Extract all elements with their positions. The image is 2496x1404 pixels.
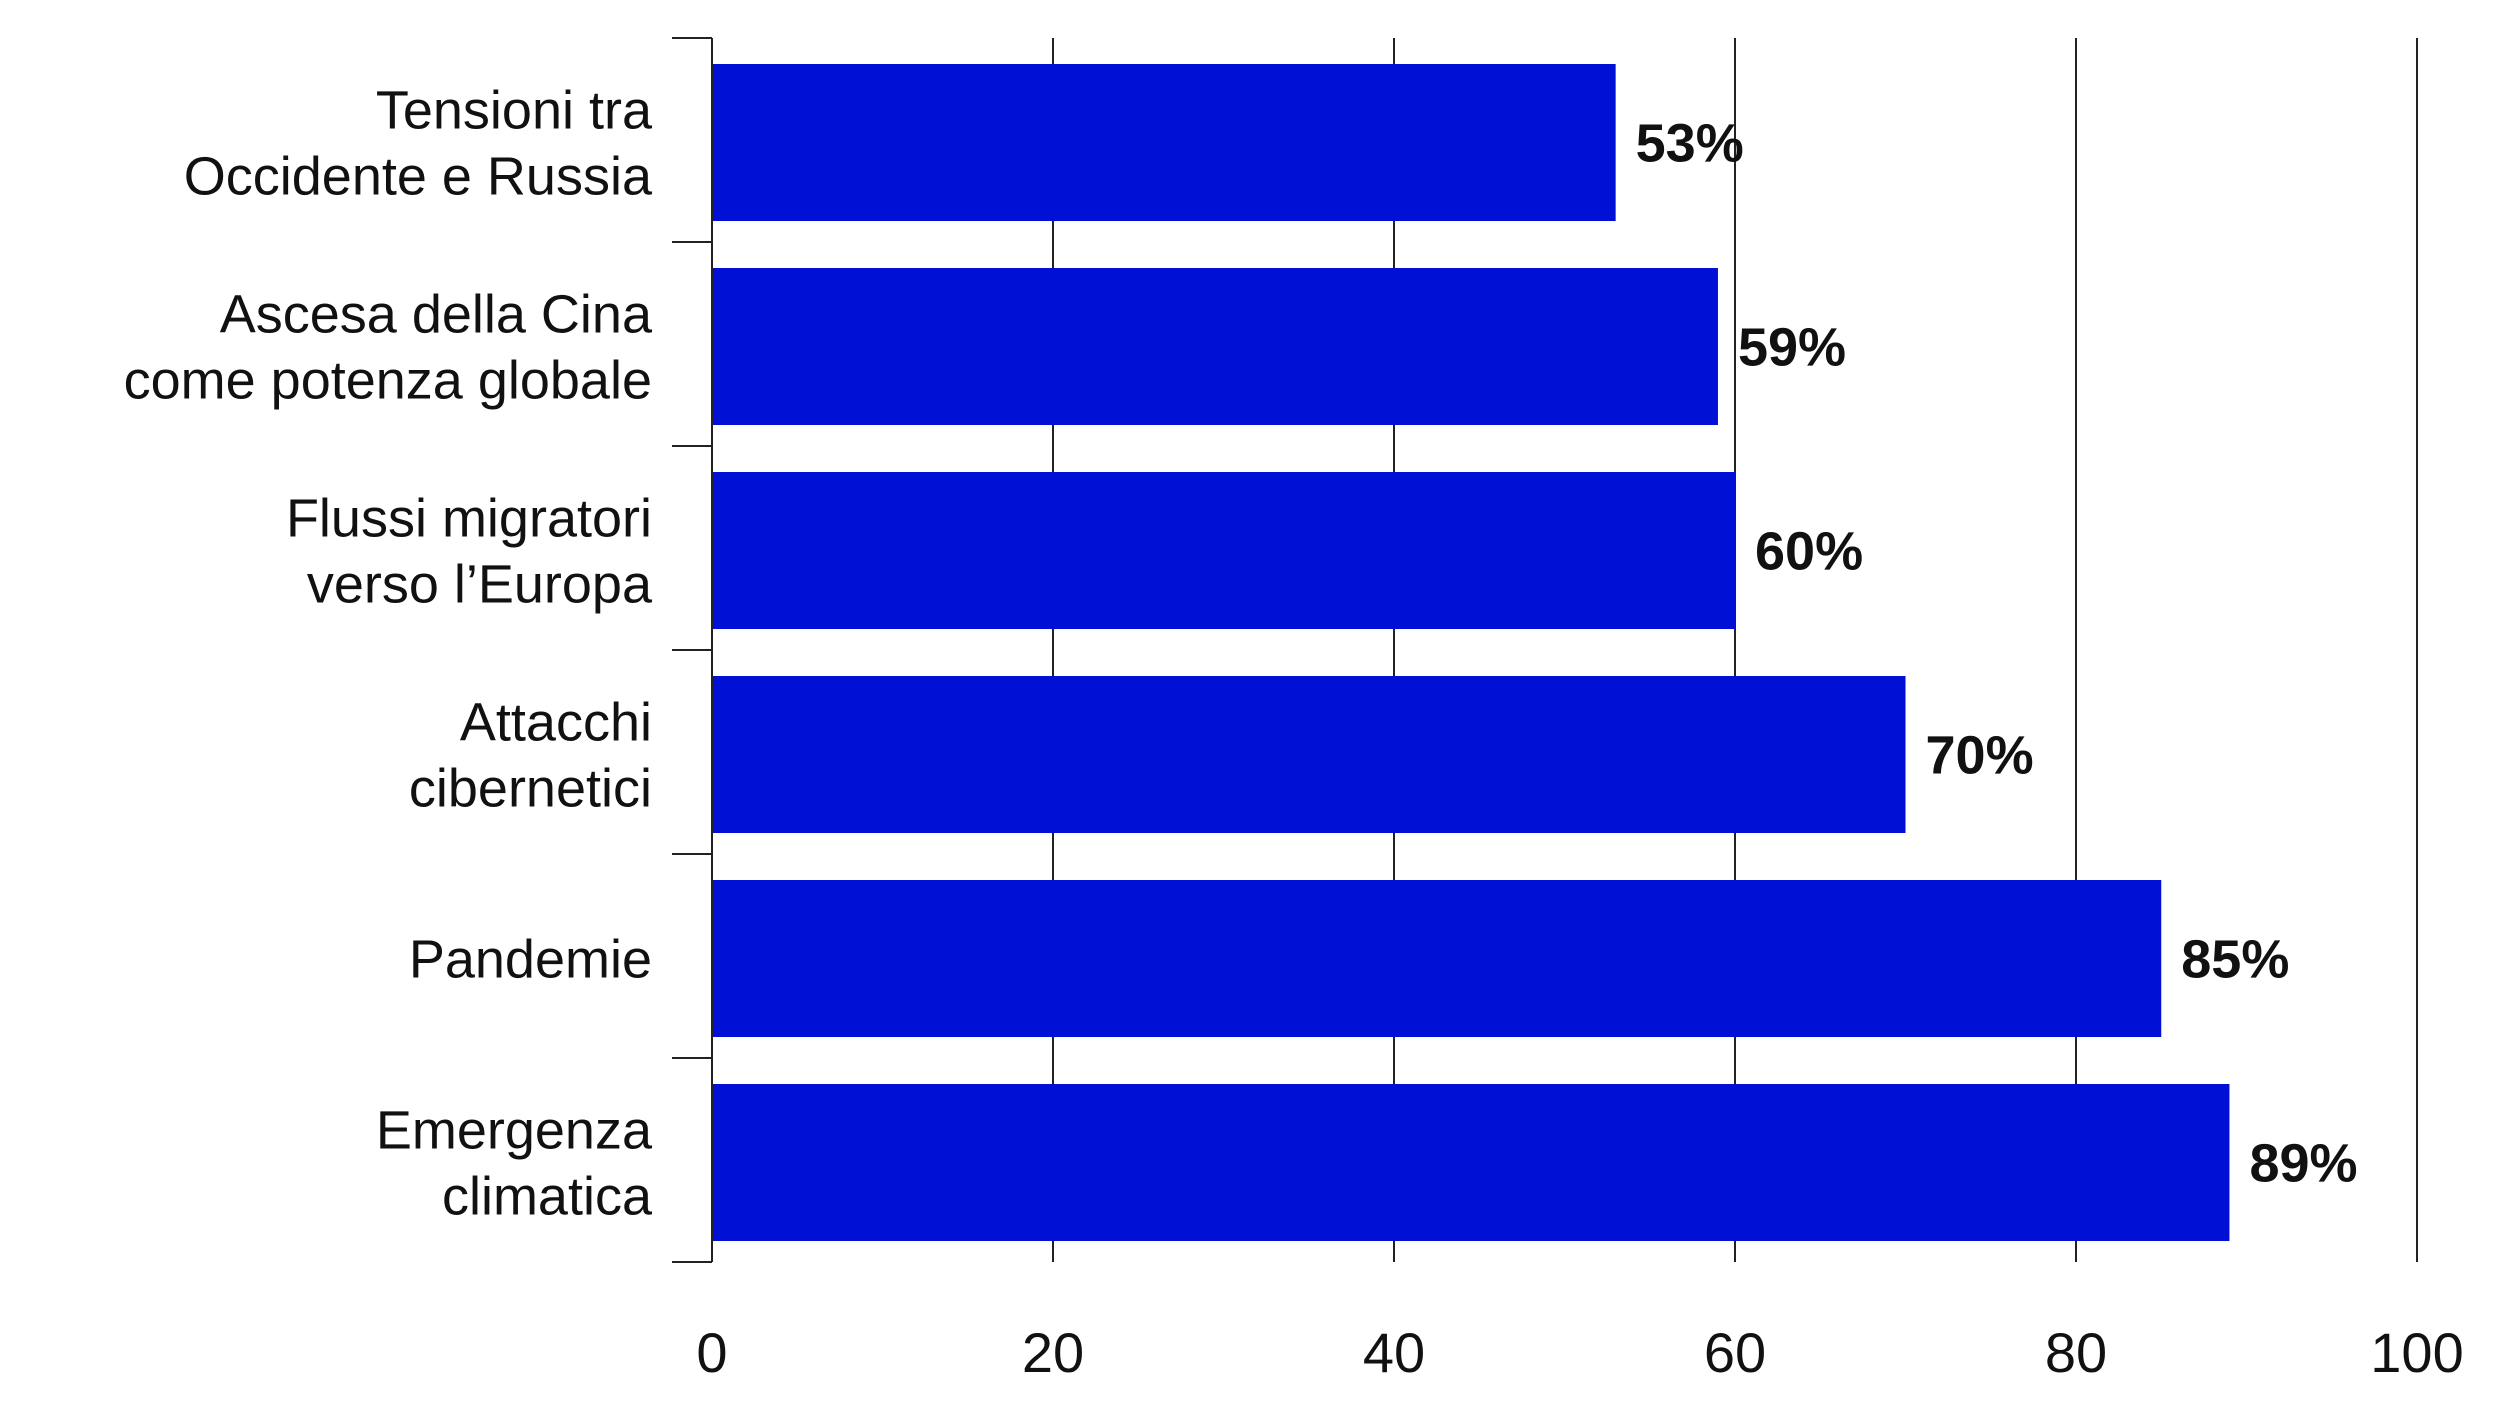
category-label-line: verso l’Europa bbox=[307, 555, 653, 615]
category-label: Ascesa della Cina come potenza globale bbox=[124, 285, 653, 411]
category-label-line: Attacchi bbox=[460, 693, 652, 753]
category-labels: Tensioni tra Occidente e Russia Ascesa del… bbox=[124, 81, 653, 1227]
category-label-line: climatica bbox=[442, 1167, 653, 1227]
value-label: 85% bbox=[2181, 930, 2289, 990]
category-label-line: Pandemie bbox=[409, 930, 652, 990]
x-tick-label-60: 60 bbox=[1704, 1321, 1766, 1384]
value-label: 53% bbox=[1636, 114, 1744, 174]
x-tick-label-100: 100 bbox=[2370, 1321, 2463, 1384]
bar bbox=[712, 676, 1906, 833]
category-label-line: cibernetici bbox=[409, 759, 652, 819]
value-label: 59% bbox=[1738, 318, 1846, 378]
bar bbox=[712, 880, 2162, 1037]
category-label-line: Tensioni tra bbox=[376, 81, 653, 141]
category-label-line: Emergenza bbox=[376, 1101, 653, 1161]
grid-lines bbox=[1052, 38, 2418, 1262]
x-tick-label-80: 80 bbox=[2045, 1321, 2107, 1384]
x-tick-label-40: 40 bbox=[1363, 1321, 1425, 1384]
bar bbox=[712, 1084, 2230, 1241]
category-label: Flussi migratori verso l’Europa bbox=[286, 489, 653, 615]
value-labels: 53% 59% 60% 70% 85% 89% bbox=[1636, 114, 2358, 1194]
x-tick-label-0: 0 bbox=[696, 1321, 727, 1384]
category-label: Emergenza climatica bbox=[376, 1101, 653, 1227]
y-axis bbox=[672, 37, 713, 1263]
category-label: Attacchi cibernetici bbox=[409, 693, 652, 819]
bar bbox=[712, 268, 1718, 425]
value-label: 89% bbox=[2249, 1134, 2357, 1194]
category-label-line: come potenza globale bbox=[124, 351, 652, 411]
value-label: 60% bbox=[1755, 522, 1863, 582]
category-label-line: Flussi migratori bbox=[286, 489, 652, 549]
category-label: Pandemie bbox=[409, 930, 652, 990]
x-tick-labels: 0 20 40 60 80 100 bbox=[696, 1321, 2463, 1384]
bar bbox=[712, 472, 1735, 629]
bars bbox=[712, 64, 2230, 1241]
value-label: 70% bbox=[1926, 726, 2034, 786]
bar bbox=[712, 64, 1616, 221]
category-label-line: Occidente e Russia bbox=[184, 147, 653, 207]
category-label-line: Ascesa della Cina bbox=[220, 285, 653, 345]
category-label: Tensioni tra Occidente e Russia bbox=[184, 81, 653, 207]
x-tick-label-20: 20 bbox=[1022, 1321, 1084, 1384]
